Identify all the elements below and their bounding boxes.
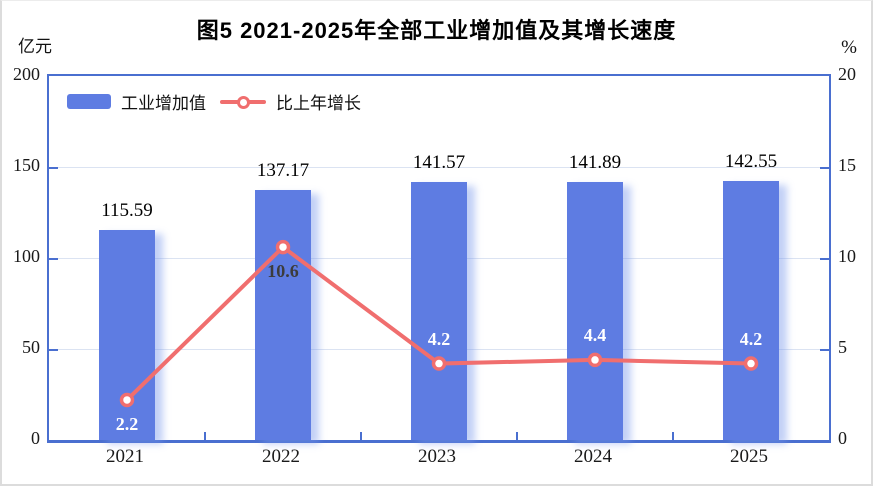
growth-line [125,244,752,402]
x-axis-label-2022: 2022 [262,446,300,467]
left-axis-label-50: 50 [22,337,40,357]
plot-area: 115.59 137.17 141.57 141.89 142.55 2.2 10.6 4.… [47,74,831,443]
right-axis-label-20: 20 [838,64,856,84]
legend-bar-label: 工业增加值 [121,94,206,113]
right-axis-unit: % [841,37,857,58]
left-tick-150 [49,167,58,169]
left-axis-unit: 亿元 [18,37,52,56]
right-axis-label-0: 0 [838,428,847,448]
line-marker-2022 [275,239,291,255]
bottom-tick-3 [516,432,518,440]
left-axis-label-200: 200 [13,64,40,84]
bar-value-2024: 141.89 [568,151,622,173]
gridline-150 [49,167,829,168]
line-marker-2025 [743,356,759,371]
line-marker-2024 [587,352,603,368]
right-axis-label-5: 5 [838,337,847,357]
bar-2022 [255,190,311,440]
right-tick-15 [820,167,829,169]
left-tick-100 [49,258,58,260]
left-axis-label-100: 100 [13,246,40,266]
left-axis-label-0: 0 [31,428,40,448]
bottom-tick-4 [672,432,674,440]
right-axis-label-10: 10 [838,246,856,266]
legend: 工业增加值 比上年增长 [67,89,361,114]
right-tick-5 [820,349,829,351]
line-value-2023: 4.2 [427,328,451,349]
line-marker-2023 [431,356,447,371]
left-tick-50 [49,349,58,351]
line-series [119,239,759,408]
right-tick-10 [820,258,829,260]
x-axis-label-2025: 2025 [730,446,768,467]
legend-line-label: 比上年增长 [276,94,361,113]
legend-line-marker-icon [237,95,250,109]
bottom-tick-1 [204,432,206,440]
x-axis-label-2023: 2023 [418,446,456,467]
line-value-2022: 10.6 [267,261,299,282]
bar-2025 [723,180,779,440]
line-value-2021: 2.2 [115,413,139,434]
bar-value-2022: 137.17 [256,160,310,182]
line-marker-2021 [119,392,135,408]
legend-bar-swatch [67,94,111,109]
left-axis-label-150: 150 [13,155,40,175]
bar-2024 [567,181,623,440]
bar-2023 [411,182,467,440]
bar-value-2021: 115.59 [101,199,153,221]
line-value-2025: 4.2 [739,328,763,349]
x-axis-label-2021: 2021 [106,446,144,467]
bar-value-2023: 141.57 [412,152,466,174]
x-axis-label-2024: 2024 [574,446,612,467]
right-axis-label-15: 15 [838,155,856,175]
bottom-tick-2 [360,432,362,440]
bar-value-2025: 142.55 [724,150,778,172]
legend-line-swatch [220,95,266,109]
chart-title: 图5 2021-2025年全部工业增加值及其增长速度 [196,18,677,43]
line-value-2024: 4.4 [583,324,607,345]
